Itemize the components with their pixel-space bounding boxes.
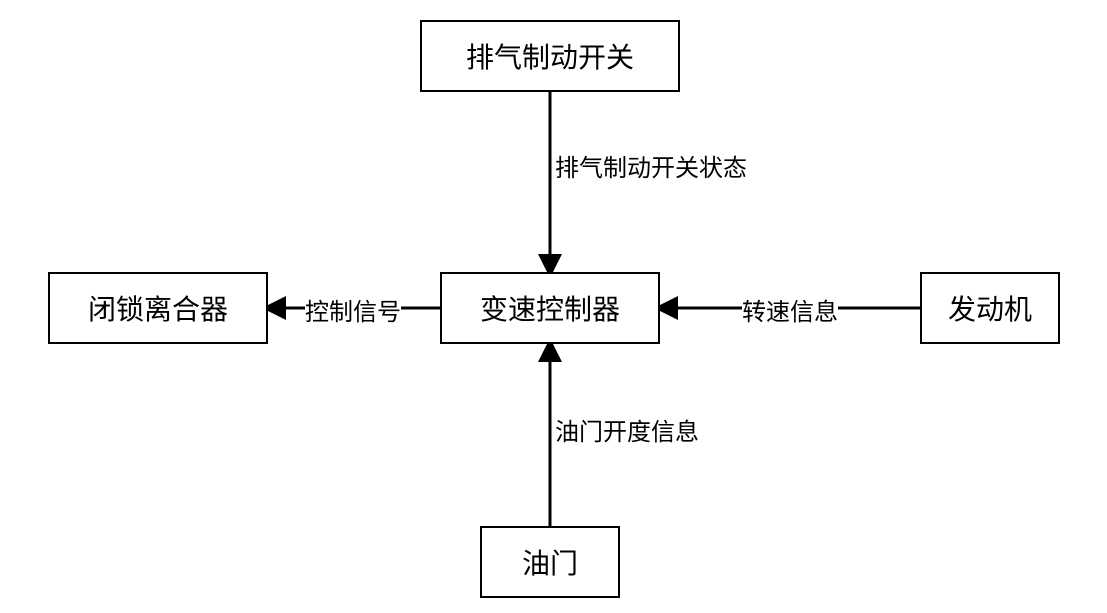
node-label: 变速控制器 [480, 288, 620, 328]
edge-label-rpm-info: 转速信息 [742, 292, 838, 327]
node-engine: 发动机 [920, 272, 1060, 344]
flowchart-diagram: 排气制动开关 闭锁离合器 变速控制器 发动机 油门 排气制动开关状态 控制信号 … [0, 0, 1107, 613]
edge-label-control-signal: 控制信号 [305, 292, 401, 327]
edge-label-exhaust-brake-status: 排气制动开关状态 [555, 148, 747, 183]
edge-label-throttle-opening: 油门开度信息 [555, 412, 699, 447]
node-transmission-controller: 变速控制器 [440, 272, 660, 344]
node-label: 闭锁离合器 [88, 288, 228, 328]
node-throttle: 油门 [480, 526, 620, 598]
node-lockup-clutch: 闭锁离合器 [48, 272, 268, 344]
node-label: 排气制动开关 [466, 36, 634, 76]
node-label: 油门 [522, 542, 578, 582]
node-label: 发动机 [948, 288, 1032, 328]
node-exhaust-brake-switch: 排气制动开关 [420, 20, 680, 92]
